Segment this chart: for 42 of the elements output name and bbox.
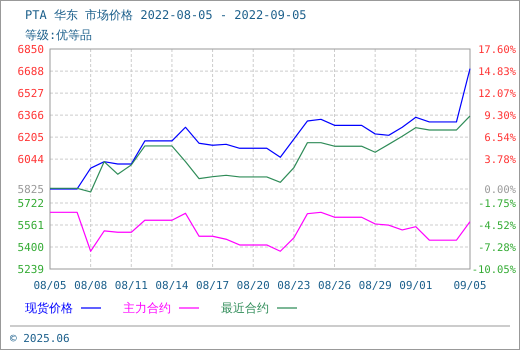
y2-tick-label: 3.78%: [484, 154, 517, 166]
y-tick-label: 6044: [18, 153, 44, 166]
line-series: [49, 115, 471, 193]
y2-tick-label: -1.75%: [478, 198, 517, 210]
y-tick-label: 6688: [18, 65, 44, 78]
y-tick-label: 6366: [18, 109, 44, 122]
y2-tick-label: 9.30%: [484, 110, 517, 122]
y-tick-label: 5722: [18, 197, 44, 210]
legend-label: 最近合约: [221, 301, 269, 315]
y-tick-label: 6850: [18, 43, 44, 56]
y2-tick-label: 0.00%: [484, 184, 517, 196]
legend-label: 主力合约: [123, 301, 171, 315]
x-tick-label: 08/26: [318, 279, 352, 292]
y2-tick-label: -7.28%: [478, 242, 517, 254]
y2-tick-label: -10.05%: [472, 264, 517, 276]
x-tick-label: 08/23: [277, 279, 310, 292]
y2-tick-label: -4.52%: [478, 220, 517, 232]
y2-tick-label: 6.54%: [484, 132, 517, 144]
x-tick-label: 08/29: [358, 279, 392, 292]
x-tick-label: 08/17: [196, 279, 230, 292]
legend-label: 现货价格: [25, 301, 73, 315]
chart-subtitle: 等级:优等品: [25, 28, 92, 42]
y2-tick-label: 12.07%: [478, 88, 517, 100]
x-tick-label: 08/05: [33, 279, 67, 292]
y-tick-label: 6527: [18, 87, 44, 100]
y2-tick-label: 17.60%: [478, 44, 517, 56]
line-series: [49, 212, 471, 252]
y-tick-label: 6205: [18, 131, 44, 144]
x-tick-label: 08/14: [155, 279, 189, 292]
x-tick-label: 09/05: [453, 279, 487, 292]
text: © 2025.06: [10, 332, 70, 345]
y2-tick-label: 14.83%: [478, 66, 517, 78]
line-series: [49, 68, 471, 190]
y-tick-label: 5400: [18, 241, 44, 254]
x-tick-label: 08/08: [74, 279, 108, 292]
y-tick-label: 5561: [18, 219, 44, 232]
x-tick-label: 08/11: [114, 279, 148, 292]
x-tick-label: 09/01: [399, 279, 432, 292]
y-tick-label: 5239: [18, 263, 44, 276]
chart-title: PTA 华东 市场价格 2022-08-05 - 2022-09-05: [25, 8, 307, 22]
x-tick-label: 08/20: [236, 279, 270, 292]
y-tick-label: 5825: [18, 182, 44, 196]
